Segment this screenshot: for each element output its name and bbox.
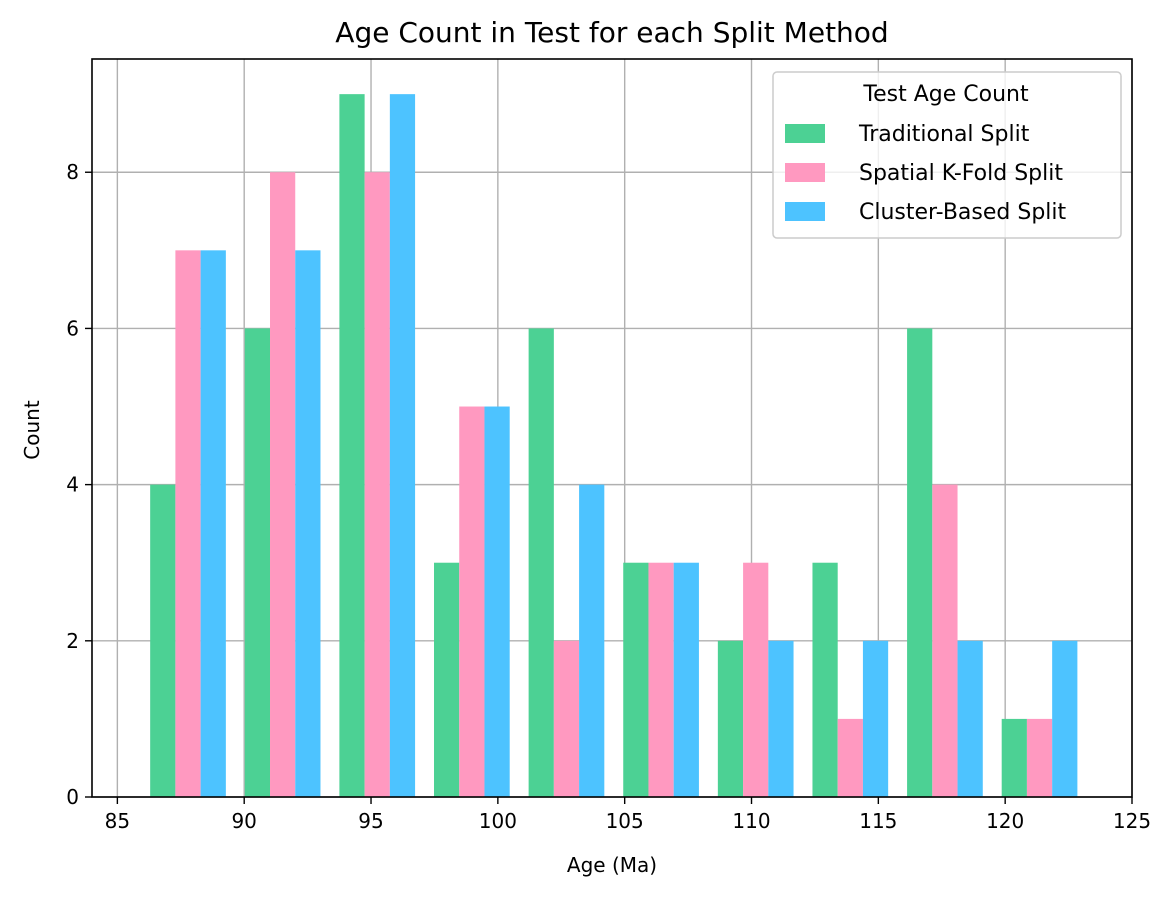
- legend-title: Test Age Count: [862, 82, 1029, 107]
- x-axis-label: Age (Ma): [567, 853, 657, 877]
- legend-label: Spatial K-Fold Split: [859, 161, 1063, 186]
- legend-swatch: [785, 202, 825, 221]
- x-tick-label: 125: [1113, 809, 1151, 833]
- y-tick-label: 2: [66, 629, 79, 653]
- bar-spatial-k-fold-split-bin-2: [270, 172, 296, 797]
- legend-label: Cluster-Based Split: [859, 200, 1067, 225]
- bar-spatial-k-fold-split-bin-9: [932, 484, 958, 797]
- legend-label: Traditional Split: [858, 122, 1030, 147]
- bar-spatial-k-fold-split-bin-7: [743, 562, 769, 797]
- y-axis-label: Count: [20, 400, 44, 460]
- bar-cluster-based-split-bin-10: [1052, 640, 1078, 797]
- y-tick-label: 6: [66, 316, 79, 340]
- bar-traditional-split-bin-3: [339, 94, 365, 797]
- bar-cluster-based-split-bin-5: [579, 484, 605, 797]
- bar-cluster-based-split-bin-2: [295, 250, 321, 798]
- bar-traditional-split-bin-10: [1001, 718, 1027, 797]
- legend: Test Age Count Traditional Split Spatial …: [772, 71, 1122, 239]
- bar-cluster-based-split-bin-4: [484, 406, 510, 797]
- x-tick-label: 120: [986, 809, 1024, 833]
- bar-spatial-k-fold-split-bin-1: [175, 250, 201, 798]
- x-tick-label: 105: [606, 809, 644, 833]
- y-tick-label: 4: [66, 473, 79, 497]
- x-tick-label: 95: [358, 809, 383, 833]
- bar-traditional-split-bin-8: [812, 562, 838, 797]
- bar-spatial-k-fold-split-bin-8: [837, 718, 863, 797]
- bar-cluster-based-split-bin-6: [673, 562, 699, 797]
- legend-swatch: [785, 163, 825, 182]
- bar-spatial-k-fold-split-bin-5: [553, 640, 580, 797]
- chart-title: Age Count in Test for each Split Method: [335, 16, 888, 49]
- bar-traditional-split-bin-5: [528, 328, 554, 797]
- x-tick-label: 90: [231, 809, 256, 833]
- bar-cluster-based-split-bin-8: [862, 640, 889, 797]
- bar-cluster-based-split-bin-3: [389, 94, 416, 797]
- y-tick-label: 0: [66, 785, 79, 809]
- bar-spatial-k-fold-split-bin-6: [648, 562, 674, 797]
- bar-traditional-split-bin-6: [623, 562, 649, 797]
- bar-spatial-k-fold-split-bin-3: [364, 172, 390, 797]
- bar-traditional-split-bin-1: [150, 484, 176, 797]
- axis-ticks: 85 90 95 100 105 110 115 120 125 0 2 4 6 8: [66, 160, 1151, 833]
- x-tick-label: 85: [105, 809, 130, 833]
- y-tick-label: 8: [66, 160, 79, 184]
- bars: [150, 94, 1078, 798]
- bar-traditional-split-bin-2: [244, 328, 271, 797]
- bar-cluster-based-split-bin-9: [957, 640, 983, 797]
- bar-traditional-split-bin-7: [717, 640, 744, 797]
- x-tick-label: 100: [479, 809, 517, 833]
- bar-cluster-based-split-bin-1: [200, 250, 226, 798]
- plot-frame: [91, 58, 1133, 798]
- x-tick-label: 115: [859, 809, 897, 833]
- bar-spatial-k-fold-split-bin-10: [1026, 718, 1053, 797]
- legend-swatch: [785, 124, 825, 143]
- bar-traditional-split-bin-4: [434, 562, 460, 797]
- bar-spatial-k-fold-split-bin-4: [459, 406, 485, 797]
- x-tick-label: 110: [732, 809, 770, 833]
- bar-traditional-split-bin-9: [907, 328, 933, 797]
- bar-cluster-based-split-bin-7: [768, 640, 794, 797]
- legend-box: [772, 71, 1122, 239]
